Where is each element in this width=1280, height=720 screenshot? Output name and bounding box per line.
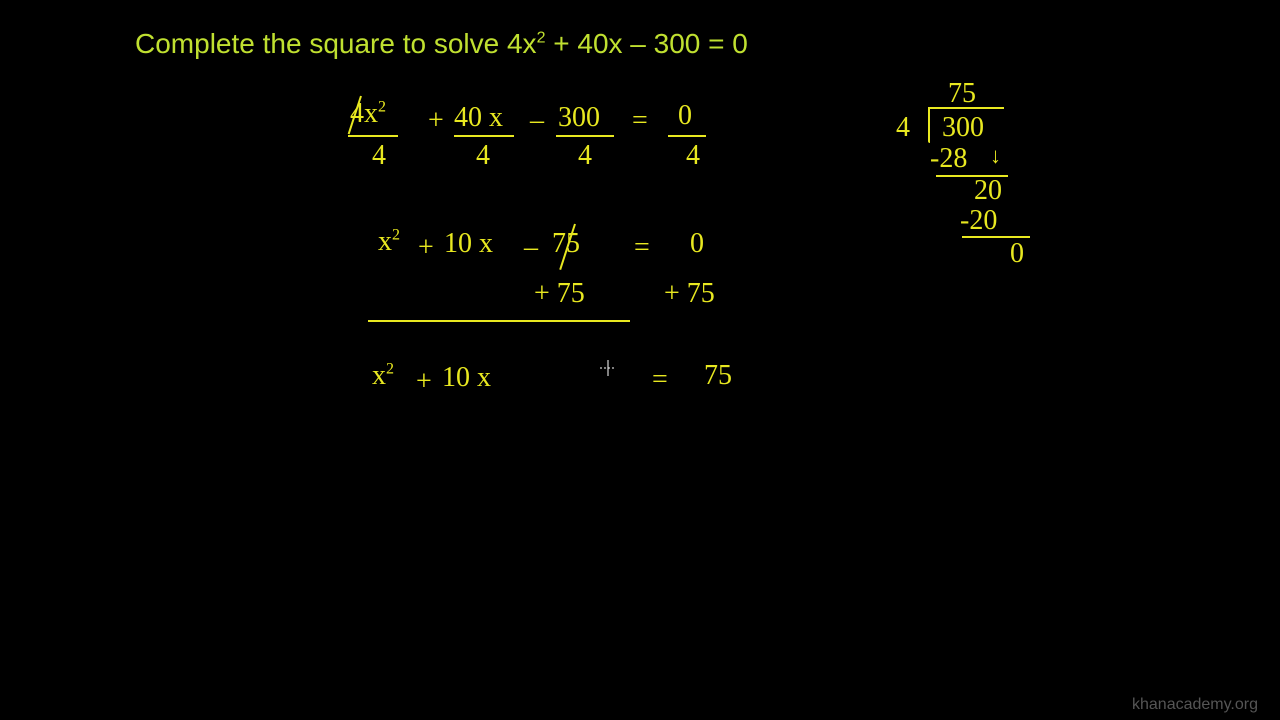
- l3-eq: =: [652, 364, 668, 396]
- l1-plus: +: [428, 105, 444, 137]
- l1-rhs: 0: [678, 100, 692, 132]
- l2-rhs: 0: [690, 228, 704, 260]
- l1-div1: 4: [372, 140, 386, 172]
- ld-dividend: 300: [942, 112, 984, 144]
- l2-term1: x2: [378, 226, 400, 258]
- l3-term1: x2: [372, 360, 394, 392]
- l1-div1-rule: [348, 135, 398, 137]
- l2-plus: +: [418, 232, 434, 264]
- ld-bracket-top: [930, 107, 1004, 109]
- problem-title: Complete the square to solve 4x2 + 40x –…: [135, 28, 748, 60]
- add75-right: + 75: [664, 278, 715, 310]
- ld-rem2: 0: [1010, 238, 1024, 270]
- ld-rem1: 20: [974, 175, 1002, 207]
- l2-term2: 10 x: [444, 228, 493, 260]
- l3-rhs: 75: [704, 360, 732, 392]
- l2-eq: =: [634, 232, 650, 264]
- ld-quotient: 75: [948, 78, 976, 110]
- l1-div3: 4: [578, 140, 592, 172]
- cursor-icon: [598, 358, 618, 383]
- l1-div4-rule: [668, 135, 706, 137]
- watermark: khanacademy.org: [1132, 696, 1258, 714]
- add75-rule: [368, 320, 630, 322]
- l1-div4: 4: [686, 140, 700, 172]
- add75-left: + 75: [534, 278, 585, 310]
- l2-term3: 75: [552, 228, 580, 260]
- l2-minus: –: [524, 232, 538, 264]
- title-prefix: Complete the square to solve 4x: [135, 28, 537, 59]
- l1-minus: –: [530, 105, 544, 137]
- title-suffix: + 40x – 300 = 0: [545, 28, 747, 59]
- ld-sub1: -28: [930, 143, 967, 175]
- ld-arrow: ↓: [990, 143, 1001, 169]
- l1-term2: 40 x: [454, 102, 503, 134]
- l1-term3: 300: [558, 102, 600, 134]
- ld-divisor: 4: [896, 112, 910, 144]
- l1-div2-rule: [454, 135, 514, 137]
- l3-plus: +: [416, 366, 432, 398]
- l1-div3-rule: [556, 135, 614, 137]
- l3-term2: 10 x: [442, 362, 491, 394]
- ld-bracket-side: [928, 107, 930, 143]
- ld-sub2: -20: [960, 205, 997, 237]
- l1-eq: =: [632, 105, 648, 137]
- l1-div2: 4: [476, 140, 490, 172]
